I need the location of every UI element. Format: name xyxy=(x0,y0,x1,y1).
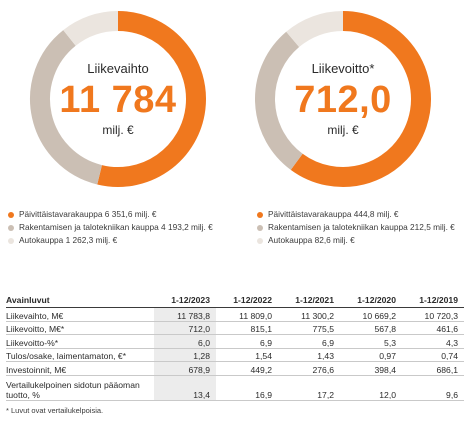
revenue-donut: Liikevaihto 11 784 milj. € xyxy=(29,10,207,188)
table-cell: 1,28 xyxy=(154,348,216,363)
operating-profit-value: 712,0 xyxy=(294,79,392,121)
table-row: Investoinnit, M€ 678,9 449,2 276,6 398,4… xyxy=(6,361,464,376)
table-cell: 10 720,3 xyxy=(402,307,464,322)
table-cell: 6,9 xyxy=(278,334,340,349)
table-cell: 276,6 xyxy=(278,361,340,376)
donut-segment-2 xyxy=(30,30,103,185)
table-cell: 449,2 xyxy=(216,361,278,376)
table-cell: 815,1 xyxy=(216,321,278,336)
table-cell: 16,9 xyxy=(216,375,278,401)
table-cell: 461,6 xyxy=(402,321,464,336)
legend-label: Rakentamisen ja talotekniikan kauppa 212… xyxy=(268,222,455,233)
operating-profit-donut-center: Liikevoitto* 712,0 milj. € xyxy=(254,10,432,188)
table-cell: 5,3 xyxy=(340,334,402,349)
table-row: Tulos/osake, laimentamaton, €* 1,28 1,54… xyxy=(6,348,464,363)
row-label: Liikevoitto, M€* xyxy=(6,321,154,336)
table-cell: 712,0 xyxy=(154,321,216,336)
table-cell: 6,9 xyxy=(216,334,278,349)
table-cell: 10 669,2 xyxy=(340,307,402,322)
column-header: 1-12/2021 xyxy=(278,294,340,308)
row-label: Liikevoitto-%* xyxy=(6,334,154,349)
legend-dot-icon xyxy=(8,211,14,218)
operating-profit-legend: Päivittäistavarakauppa 444,8 milj. € Rak… xyxy=(257,208,455,248)
donut-segment-3 xyxy=(63,11,119,46)
legend-label: Päivittäistavarakauppa 444,8 milj. € xyxy=(268,209,399,219)
table-cell: 11 783,8 xyxy=(154,307,216,322)
legend-item: Päivittäistavarakauppa 444,8 milj. € xyxy=(257,208,455,221)
table-row: Vertailukelpoinen sidotun pääoman tuotto… xyxy=(6,375,464,401)
row-label: Investoinnit, M€ xyxy=(6,361,154,376)
legend-label: Rakentamisen ja talotekniikan kauppa 4 1… xyxy=(19,222,213,233)
row-label: Vertailukelpoinen sidotun pääoman tuotto… xyxy=(6,375,154,401)
legend-item: Päivittäistavarakauppa 6 351,6 milj. € xyxy=(8,208,213,221)
column-header: 1-12/2019 xyxy=(402,294,464,308)
legend-dot-icon xyxy=(8,238,14,244)
table-row: Liikevoitto, M€* 712,0 815,1 775,5 567,8… xyxy=(6,321,464,336)
table-cell: 678,9 xyxy=(154,361,216,376)
legend-item: Rakentamisen ja talotekniikan kauppa 212… xyxy=(257,221,455,234)
table-row: Liikevoitto-%* 6,0 6,9 6,9 5,3 4,3 xyxy=(6,334,464,349)
column-header: 1-12/2023 xyxy=(154,294,216,308)
legend-label: Päivittäistavarakauppa 6 351,6 milj. € xyxy=(19,209,157,219)
table-cell: 0,74 xyxy=(402,348,464,363)
table-cell: 12,0 xyxy=(340,375,402,401)
table-cell: 0,97 xyxy=(340,348,402,363)
revenue-title: Liikevaihto xyxy=(87,61,149,76)
donut-segment-1 xyxy=(97,11,206,187)
revenue-unit: milj. € xyxy=(102,123,134,137)
table-cell: 686,1 xyxy=(402,361,464,376)
table-cell: 398,4 xyxy=(340,361,402,376)
legend-item: Autokauppa 82,6 milj. € xyxy=(257,234,455,247)
operating-profit-donut-chart xyxy=(255,11,431,187)
table-cell: 11 300,2 xyxy=(278,307,340,322)
column-header: 1-12/2020 xyxy=(340,294,402,308)
table-cell: 1,54 xyxy=(216,348,278,363)
row-label: Liikevaihto, M€ xyxy=(6,307,154,322)
table-cell: 11 809,0 xyxy=(216,307,278,322)
revenue-donut-chart xyxy=(30,11,206,187)
donut-segment-3 xyxy=(286,11,344,48)
column-header: 1-12/2022 xyxy=(216,294,278,308)
donut-segment-2 xyxy=(255,31,303,170)
footnote: * Luvut ovat vertailukelpoisia. xyxy=(6,406,104,415)
revenue-legend: Päivittäistavarakauppa 6 351,6 milj. € R… xyxy=(8,208,213,248)
table-cell: 1,43 xyxy=(278,348,340,363)
operating-profit-unit: milj. € xyxy=(327,123,359,137)
operating-profit-title: Liikevoitto* xyxy=(311,61,375,76)
revenue-donut-center: Liikevaihto 11 784 milj. € xyxy=(29,10,207,188)
legend-dot-icon xyxy=(257,238,263,244)
table-header-row: Avainluvut 1-12/2023 1-12/2022 1-12/2021… xyxy=(6,294,464,308)
revenue-value: 11 784 xyxy=(59,79,177,121)
legend-dot-icon xyxy=(257,224,263,231)
legend-dot-icon xyxy=(8,224,14,231)
table-cell: 6,0 xyxy=(154,334,216,349)
legend-label: Autokauppa 1 262,3 milj. € xyxy=(19,235,118,246)
table-cell: 567,8 xyxy=(340,321,402,336)
table-cell: 4,3 xyxy=(402,334,464,349)
legend-item: Rakentamisen ja talotekniikan kauppa 4 1… xyxy=(8,221,213,234)
column-header: Avainluvut xyxy=(6,294,154,308)
key-figures-table: Avainluvut 1-12/2023 1-12/2022 1-12/2021… xyxy=(6,294,464,401)
donut-segment-1 xyxy=(290,11,431,187)
legend-item: Autokauppa 1 262,3 milj. € xyxy=(8,234,213,247)
row-label: Tulos/osake, laimentamaton, €* xyxy=(6,348,154,363)
legend-label: Autokauppa 82,6 milj. € xyxy=(268,235,355,246)
operating-profit-donut: Liikevoitto* 712,0 milj. € xyxy=(254,10,432,188)
legend-dot-icon xyxy=(257,211,263,218)
table-cell: 775,5 xyxy=(278,321,340,336)
table-cell: 17,2 xyxy=(278,375,340,401)
table-cell: 9,6 xyxy=(402,375,464,401)
table-row: Liikevaihto, M€ 11 783,8 11 809,0 11 300… xyxy=(6,307,464,322)
table-cell: 13,4 xyxy=(154,375,216,401)
